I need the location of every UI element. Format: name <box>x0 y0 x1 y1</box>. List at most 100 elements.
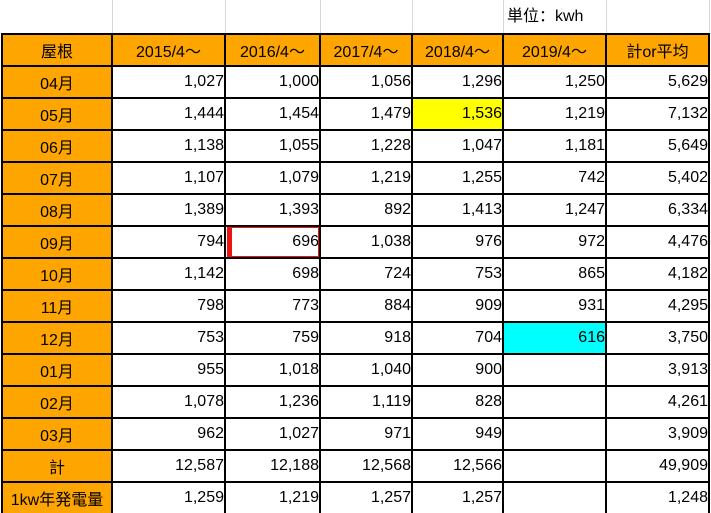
value-cell[interactable]: 1,018 <box>224 353 321 387</box>
value-cell[interactable]: 5,629 <box>605 65 710 99</box>
value-cell[interactable]: 931 <box>502 289 607 323</box>
red-outlined-cell[interactable]: 696 <box>224 225 321 259</box>
value-cell[interactable]: 900 <box>411 353 504 387</box>
value-cell[interactable]: 49,909 <box>605 449 710 483</box>
value-cell[interactable]: 1,454 <box>224 97 321 131</box>
value-cell[interactable]: 704 <box>411 321 504 355</box>
value-cell[interactable]: 1,479 <box>319 97 413 131</box>
value-cell[interactable]: 3,909 <box>605 417 710 451</box>
value-cell[interactable]: 698 <box>224 257 321 291</box>
value-cell[interactable] <box>502 417 607 451</box>
value-cell[interactable]: 1,056 <box>319 65 413 99</box>
value-cell[interactable]: 918 <box>319 321 413 355</box>
value-cell[interactable] <box>502 481 607 513</box>
value-cell[interactable]: 1,255 <box>411 161 504 195</box>
value-cell[interactable]: 1,038 <box>319 225 413 259</box>
column-header-2018[interactable]: 2018/4～ <box>411 33 504 67</box>
value-cell[interactable]: 1,219 <box>502 97 607 131</box>
value-cell[interactable]: 976 <box>411 225 504 259</box>
value-cell[interactable]: 3,750 <box>605 321 710 355</box>
column-header-2017[interactable]: 2017/4～ <box>319 33 413 67</box>
value-cell[interactable]: 1,055 <box>224 129 321 163</box>
row-label[interactable]: 07月 <box>1 161 113 195</box>
value-cell[interactable]: 1,536 <box>411 97 504 131</box>
value-cell[interactable]: 1,248 <box>605 481 710 513</box>
value-cell[interactable]: 3,913 <box>605 353 710 387</box>
value-cell[interactable] <box>502 449 607 483</box>
value-cell[interactable]: 6,334 <box>605 193 710 227</box>
row-label[interactable]: 計 <box>1 449 113 483</box>
row-label[interactable]: 08月 <box>1 193 113 227</box>
value-cell[interactable]: 1,181 <box>502 129 607 163</box>
value-cell[interactable]: 1,119 <box>319 385 413 419</box>
value-cell[interactable]: 962 <box>111 417 226 451</box>
value-cell[interactable]: 1,393 <box>224 193 321 227</box>
column-header-2015[interactable]: 2015/4～ <box>111 33 226 67</box>
value-cell[interactable]: 5,402 <box>605 161 710 195</box>
column-header-total[interactable]: 計or平均 <box>605 33 710 67</box>
value-cell[interactable]: 4,295 <box>605 289 710 323</box>
value-cell[interactable]: 1,142 <box>111 257 226 291</box>
value-cell[interactable]: 724 <box>319 257 413 291</box>
value-cell[interactable]: 1,079 <box>224 161 321 195</box>
column-header-roof[interactable]: 屋根 <box>1 33 113 67</box>
value-cell[interactable]: 759 <box>224 321 321 355</box>
value-cell[interactable]: 1,078 <box>111 385 226 419</box>
value-cell[interactable] <box>502 385 607 419</box>
value-cell[interactable]: 1,107 <box>111 161 226 195</box>
value-cell[interactable]: 1,296 <box>411 65 504 99</box>
column-header-2016[interactable]: 2016/4～ <box>224 33 321 67</box>
row-label[interactable]: 12月 <box>1 321 113 355</box>
value-cell[interactable]: 1,247 <box>502 193 607 227</box>
value-cell[interactable]: 1,228 <box>319 129 413 163</box>
value-cell[interactable]: 5,649 <box>605 129 710 163</box>
value-cell[interactable]: 742 <box>502 161 607 195</box>
row-label[interactable]: 04月 <box>1 65 113 99</box>
value-cell[interactable]: 1,257 <box>319 481 413 513</box>
value-cell[interactable]: 4,476 <box>605 225 710 259</box>
value-cell[interactable]: 1,027 <box>111 65 226 99</box>
value-cell[interactable]: 971 <box>319 417 413 451</box>
value-cell[interactable]: 1,389 <box>111 193 226 227</box>
value-cell[interactable]: 1,000 <box>224 65 321 99</box>
value-cell[interactable]: 1,259 <box>111 481 226 513</box>
value-cell[interactable]: 12,566 <box>411 449 504 483</box>
row-label[interactable]: 06月 <box>1 129 113 163</box>
value-cell[interactable]: 753 <box>111 321 226 355</box>
value-cell[interactable]: 949 <box>411 417 504 451</box>
value-cell[interactable]: 909 <box>411 289 504 323</box>
value-cell[interactable]: 884 <box>319 289 413 323</box>
row-label[interactable]: 1kw年発電量 <box>1 481 113 513</box>
value-cell[interactable]: 773 <box>224 289 321 323</box>
value-cell[interactable]: 955 <box>111 353 226 387</box>
value-cell[interactable]: 616 <box>502 321 607 355</box>
value-cell[interactable]: 865 <box>502 257 607 291</box>
value-cell[interactable] <box>502 353 607 387</box>
value-cell[interactable]: 798 <box>111 289 226 323</box>
row-label[interactable]: 09月 <box>1 225 113 259</box>
row-label[interactable]: 02月 <box>1 385 113 419</box>
column-header-2019[interactable]: 2019/4～ <box>502 33 607 67</box>
value-cell[interactable]: 1,236 <box>224 385 321 419</box>
value-cell[interactable]: 12,568 <box>319 449 413 483</box>
row-label[interactable]: 05月 <box>1 97 113 131</box>
row-label[interactable]: 03月 <box>1 417 113 451</box>
row-label[interactable]: 11月 <box>1 289 113 323</box>
value-cell[interactable]: 972 <box>502 225 607 259</box>
value-cell[interactable]: 12,587 <box>111 449 226 483</box>
value-cell[interactable]: 1,444 <box>111 97 226 131</box>
value-cell[interactable]: 1,219 <box>319 161 413 195</box>
value-cell[interactable]: 794 <box>111 225 226 259</box>
value-cell[interactable]: 1,047 <box>411 129 504 163</box>
value-cell[interactable]: 753 <box>411 257 504 291</box>
value-cell[interactable]: 7,132 <box>605 97 710 131</box>
value-cell[interactable]: 4,261 <box>605 385 710 419</box>
value-cell[interactable]: 892 <box>319 193 413 227</box>
value-cell[interactable]: 1,219 <box>224 481 321 513</box>
value-cell[interactable]: 4,182 <box>605 257 710 291</box>
value-cell[interactable]: 1,027 <box>224 417 321 451</box>
value-cell[interactable]: 1,413 <box>411 193 504 227</box>
value-cell[interactable]: 1,040 <box>319 353 413 387</box>
value-cell[interactable]: 1,250 <box>502 65 607 99</box>
value-cell[interactable]: 1,138 <box>111 129 226 163</box>
